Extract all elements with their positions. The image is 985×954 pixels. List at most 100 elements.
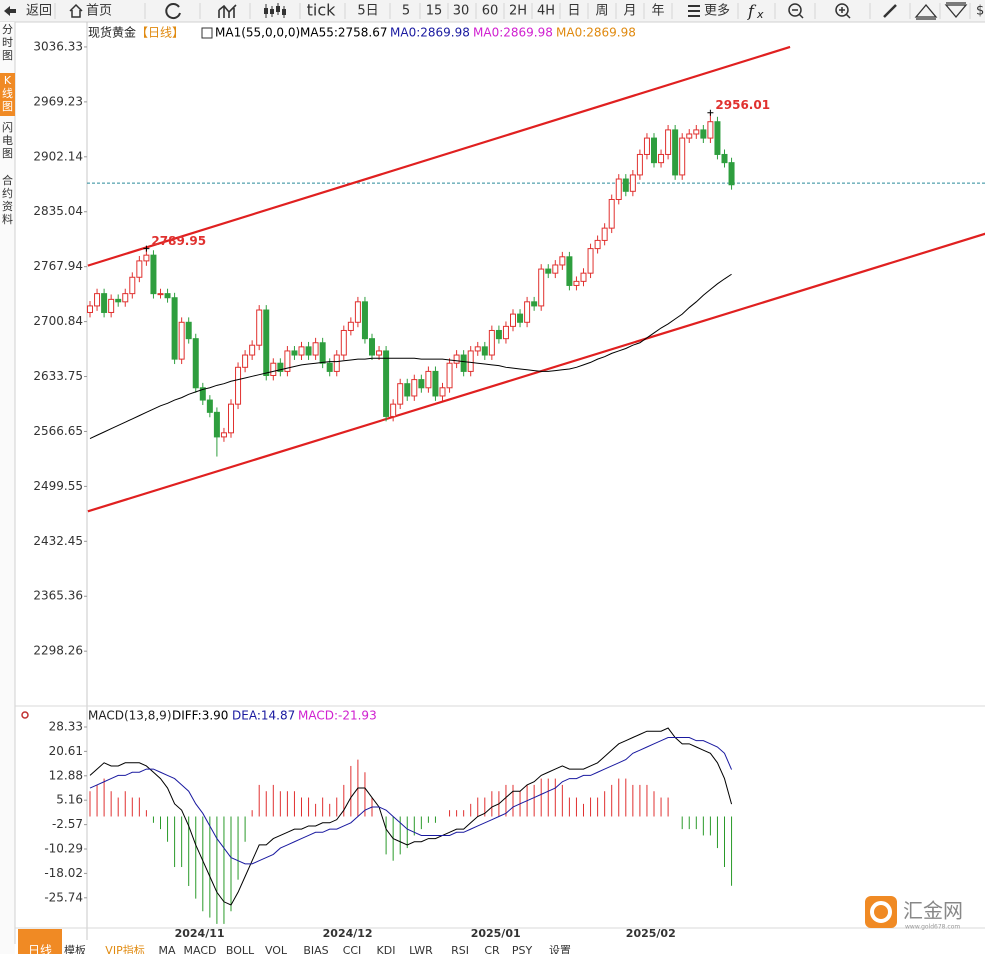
period-button[interactable]: 30 bbox=[453, 4, 470, 19]
indicator-label: MA55:2758.67 bbox=[300, 26, 388, 40]
sidebar-tab-active[interactable] bbox=[0, 73, 15, 116]
sidebar-tab[interactable]: 闪电图 bbox=[2, 120, 13, 160]
settings-icon[interactable] bbox=[21, 711, 29, 719]
period-button[interactable]: 日 bbox=[567, 4, 580, 19]
candle-body bbox=[319, 342, 326, 364]
candle-body bbox=[714, 121, 721, 155]
sidebar-tab[interactable]: 合约资料 bbox=[2, 173, 13, 226]
period-button[interactable]: 年 bbox=[651, 4, 664, 19]
bottom-tab[interactable]: RSI bbox=[451, 944, 469, 954]
macd-pane: 28.33 20.61 12.88 5.16 -2.57 -10.29 -18.02 -25.… bbox=[21, 709, 733, 924]
bottom-tab[interactable]: MACD bbox=[184, 944, 217, 954]
line-chart-icon[interactable] bbox=[218, 4, 237, 18]
bottom-tab[interactable]: PSY bbox=[512, 944, 533, 954]
indicator-label: MA0:2869.98 bbox=[473, 26, 553, 40]
candle-body bbox=[693, 129, 700, 135]
candle-body bbox=[524, 301, 531, 323]
sidebar-tab[interactable]: K 线图 bbox=[2, 74, 13, 113]
formula-icon-x[interactable]: x bbox=[756, 8, 764, 21]
candle-body bbox=[397, 383, 404, 405]
y-tick-label: 2432.45 bbox=[33, 534, 83, 548]
macd-line bbox=[89, 727, 733, 906]
candle-body bbox=[615, 178, 622, 200]
candle-body bbox=[129, 276, 136, 295]
sidebar bbox=[0, 22, 15, 954]
candle-body bbox=[136, 260, 143, 278]
candle-body bbox=[256, 309, 263, 346]
candle-body bbox=[390, 403, 397, 417]
candle-body bbox=[383, 350, 390, 417]
draw-icon[interactable] bbox=[883, 4, 897, 18]
candle-body bbox=[199, 387, 206, 401]
formula-icon[interactable]: f bbox=[747, 2, 757, 21]
home-icon[interactable] bbox=[69, 3, 83, 18]
period-button[interactable]: 月 bbox=[623, 4, 636, 19]
bottom-tab[interactable]: LWR bbox=[409, 944, 433, 954]
candle-body bbox=[291, 350, 298, 356]
period-button[interactable]: 5日 bbox=[357, 4, 378, 19]
indicator-label: MA0:2869.98 bbox=[556, 26, 636, 40]
candle-body bbox=[354, 301, 361, 323]
bottom-tab[interactable]: CCI bbox=[343, 944, 362, 954]
refresh-icon[interactable] bbox=[165, 3, 181, 20]
zoom-in-icon[interactable] bbox=[835, 3, 849, 17]
candle-body bbox=[679, 137, 686, 176]
period-button[interactable]: 4H bbox=[537, 4, 555, 19]
zoom-in-icon-detail bbox=[839, 7, 851, 19]
candle-body bbox=[284, 350, 291, 372]
y-tick-label: 12.88 bbox=[49, 768, 83, 782]
candle-body bbox=[643, 137, 650, 155]
candle-body bbox=[94, 293, 101, 307]
candle-body bbox=[108, 298, 115, 313]
period-button[interactable]: 2H bbox=[509, 4, 527, 19]
bottom-tab[interactable]: CR bbox=[484, 944, 500, 954]
y-tick-label: 2499.55 bbox=[33, 479, 83, 493]
bottom-tab[interactable]: VIP指标 bbox=[105, 943, 144, 954]
back-icon[interactable] bbox=[4, 6, 16, 16]
high-marker bbox=[707, 109, 714, 116]
home-button[interactable]: 首页 bbox=[86, 4, 112, 19]
candle-body bbox=[340, 329, 347, 356]
candle-body bbox=[101, 293, 108, 313]
candle-body bbox=[171, 297, 178, 360]
bottom-tab[interactable]: 设置 bbox=[549, 944, 571, 954]
kline-icon[interactable] bbox=[264, 6, 286, 15]
dollar-icon[interactable]: $ bbox=[976, 4, 984, 19]
candle-body bbox=[559, 256, 566, 266]
triangle-up-icon[interactable] bbox=[914, 3, 938, 20]
period-button[interactable]: 周 bbox=[595, 4, 608, 19]
y-tick-label: 5.16 bbox=[56, 793, 83, 807]
bottom-tab[interactable]: 模板 bbox=[64, 943, 86, 954]
bottom-tab[interactable]: KDJ bbox=[377, 944, 396, 954]
period-button[interactable]: tick bbox=[307, 1, 337, 20]
bottom-tab[interactable]: BOLL bbox=[226, 944, 255, 954]
zoom-out-icon[interactable] bbox=[788, 3, 802, 17]
period-button[interactable]: 5 bbox=[402, 4, 410, 19]
candle-body bbox=[425, 370, 432, 389]
watermark: 汇金网 www.gold678.com bbox=[865, 896, 963, 931]
candle-body bbox=[446, 362, 453, 389]
period-button[interactable]: 60 bbox=[482, 4, 499, 19]
more-icon[interactable] bbox=[688, 5, 700, 17]
y-tick-label: 2633.75 bbox=[33, 369, 83, 383]
candle-body bbox=[235, 366, 242, 405]
candle-body bbox=[333, 354, 340, 372]
sidebar-tab[interactable]: 分时图 bbox=[2, 23, 13, 62]
candle-body bbox=[601, 227, 608, 241]
bottom-tab[interactable]: BIAS bbox=[303, 944, 328, 954]
period-button[interactable]: 15 bbox=[426, 4, 443, 19]
zoom-out-icon-detail bbox=[792, 9, 804, 19]
candle-body bbox=[665, 129, 672, 155]
bottom-tab[interactable]: 日线 bbox=[28, 944, 52, 954]
candle-body bbox=[566, 256, 573, 286]
back-button[interactable]: 返回 bbox=[26, 4, 52, 19]
bottom-tab[interactable]: MA bbox=[158, 944, 175, 954]
triangle-down-icon[interactable] bbox=[944, 2, 968, 19]
candle-body bbox=[651, 137, 657, 164]
bottom-tab[interactable]: VOL bbox=[265, 944, 288, 954]
candle-body bbox=[728, 162, 735, 186]
active-tab[interactable] bbox=[18, 929, 62, 954]
indicator-title: MACD(13,8,9) bbox=[88, 709, 172, 723]
x-tick-label: 2024/11 bbox=[175, 927, 225, 940]
more-button[interactable]: 更多 bbox=[704, 3, 730, 19]
